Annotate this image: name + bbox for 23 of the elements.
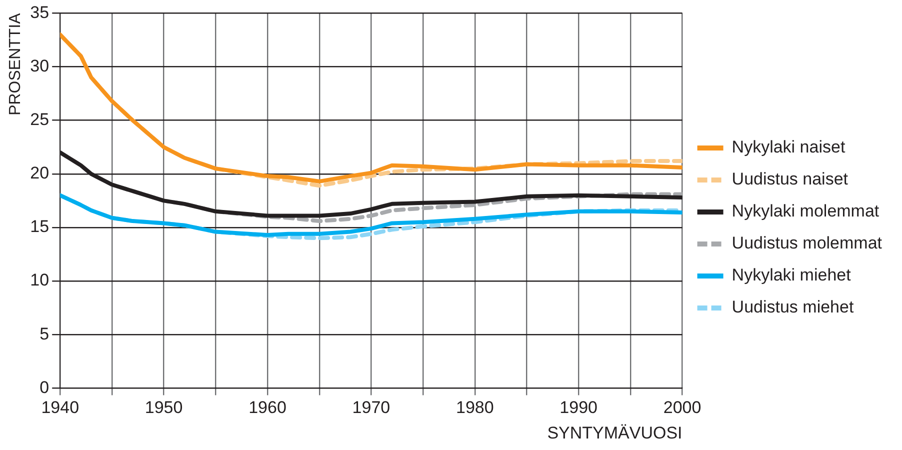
legend-label: Uudistus molemmat [732, 234, 882, 253]
legend-label: Nykylaki molemmat [732, 202, 880, 221]
x-axis-title: SYNTYMÄVUOSI [547, 423, 682, 442]
x-tick-label: 2000 [663, 398, 702, 418]
y-tick-label: 0 [40, 378, 50, 397]
y-tick-label: 35 [30, 2, 50, 22]
legend-label: Uudistus naiset [732, 170, 848, 189]
y-tick-label: 30 [30, 56, 50, 76]
x-tick-label: 1990 [560, 398, 598, 418]
x-tick-label: 1950 [144, 398, 183, 418]
x-tick-label: 1940 [41, 398, 80, 418]
y-axis-title: PROSENTTIA [7, 12, 24, 116]
x-tick-label: 1980 [456, 398, 494, 418]
y-tick-label: 25 [30, 110, 50, 130]
legend-label: Nykylaki miehet [732, 266, 852, 285]
x-tick-label: 1970 [352, 398, 390, 418]
legend-label: Nykylaki naiset [732, 138, 846, 157]
y-tick-label: 20 [30, 164, 50, 183]
legend-label: Uudistus miehet [732, 298, 854, 317]
y-tick-label: 5 [40, 324, 50, 344]
y-tick-label: 15 [30, 217, 50, 236]
y-tick-label: 10 [30, 270, 50, 290]
x-tick-label: 1960 [248, 398, 286, 418]
